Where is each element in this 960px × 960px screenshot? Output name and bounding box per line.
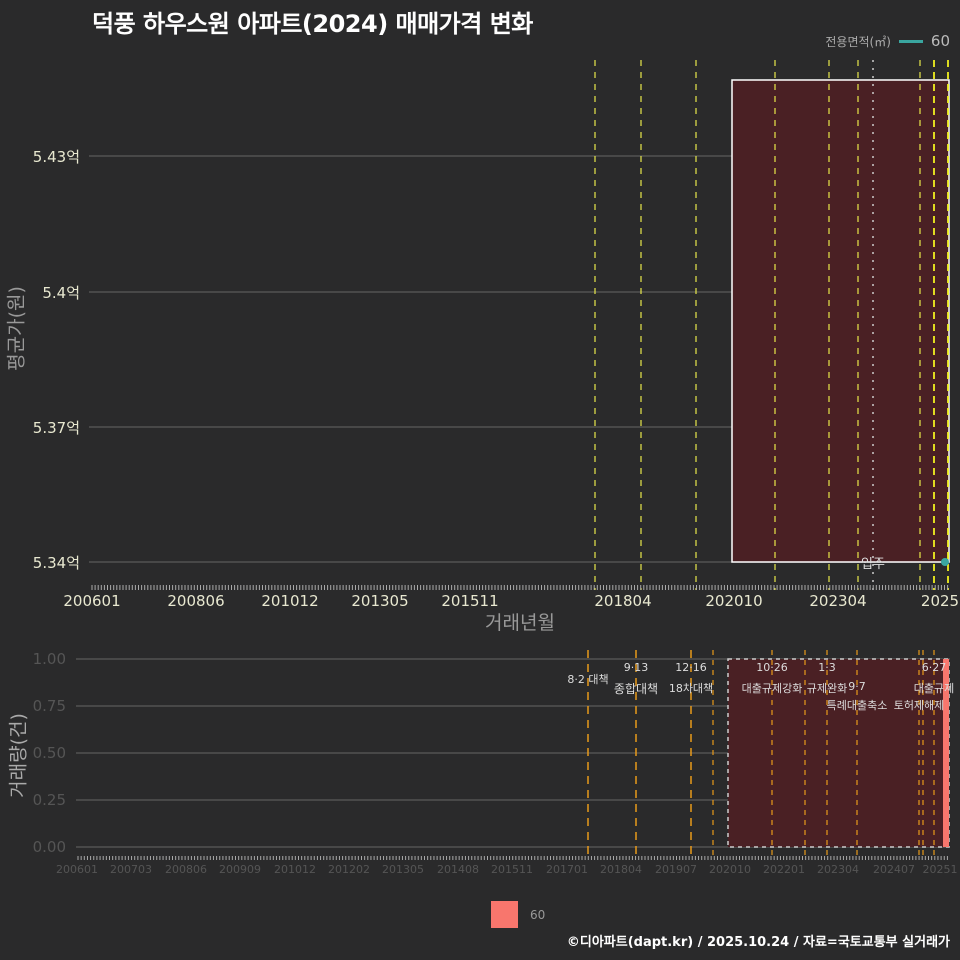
y-tick: 0.00 [32,838,66,856]
legend-swatch-icon [491,901,518,928]
policy-annotation: 특례대출축소 [826,699,888,712]
legend-value: 60 [530,907,546,922]
x-tick: 201511 [441,592,499,610]
x-tick: 202304 [809,592,867,610]
data-point [941,558,949,566]
y-axis-title: 평균가(원) [5,286,28,371]
x-tick: 201305 [351,592,409,610]
y-tick: 5.34억 [32,554,80,572]
policy-annotation: 대출규제 [913,682,955,695]
policy-annotation: 1·3 [818,661,836,674]
x-tick: 201012 [274,863,316,876]
y-tick: 1.00 [32,650,66,668]
x-tick: 200806 [167,592,225,610]
x-tick: 201701 [546,863,588,876]
x-tick: 200806 [165,863,207,876]
x-tick: 202201 [763,863,805,876]
legend-line-icon [898,39,923,43]
legend-top: 전용면적(㎡) 60 [825,32,950,50]
x-axis-title: 거래년월 [485,612,555,634]
x-tick: 201012 [261,592,319,610]
x-tick: 202010 [705,592,763,610]
x-tick: 201202 [328,863,370,876]
policy-annotation: 9·7 [848,680,866,693]
policy-annotation: 종합대책 [613,682,659,696]
x-tick: 200601 [63,592,121,610]
y-tick: 5.37억 [32,419,80,437]
policy-annotation: 토허제해제 [893,699,945,712]
y-tick: 0.50 [32,744,66,762]
x-tick: 20251 [922,863,958,876]
x-tick: 200601 [56,863,98,876]
policy-annotation: 규제완화 [806,682,848,695]
y-axis-title-bottom: 거래량(건) [7,713,30,798]
y-tick: 5.43억 [32,148,80,166]
policy-annotation: 9·13 [623,661,649,674]
y-tick: 0.75 [32,697,66,715]
policy-annotation: 18차대책 [668,682,714,695]
highlight-range [731,79,950,563]
x-tick: 202304 [817,863,859,876]
policy-annotation: 6·27 [921,661,947,674]
move-in-label: 입주 [861,557,885,572]
y-tick: 0.25 [32,791,66,809]
x-tick: 201408 [437,863,479,876]
x-tick: 200703 [110,863,152,876]
policy-annotation: 12·16 [675,661,707,674]
policy-annotation: 10·26 [756,661,788,674]
x-tick: 201511 [491,863,533,876]
x-tick: 201907 [655,863,697,876]
x-tick: 200909 [219,863,261,876]
legend-bottom: 60 [491,901,545,928]
x-tick: 201804 [600,863,642,876]
footer-credit: ©디아파트(dapt.kr) / 2025.10.24 / 자료=국토교통부 실… [566,935,950,950]
legend-title: 전용면적(㎡) [825,34,891,49]
volume-bar [943,659,949,847]
highlight-range-bottom [727,658,950,848]
x-tick: 202010 [709,863,751,876]
x-tick: 201305 [382,863,424,876]
x-tick: 201804 [594,592,652,610]
policy-annotation: 대출규제강화 [741,682,803,695]
policy-annotation: 8·2 대책 [567,673,609,686]
y-tick: 5.4억 [42,284,80,302]
legend-value: 60 [930,32,950,50]
chart-title: 덕풍 하우스원 아파트(2024) 매매가격 변화 [92,10,533,38]
x-tick: 2025 [920,592,960,610]
x-tick: 202407 [873,863,915,876]
